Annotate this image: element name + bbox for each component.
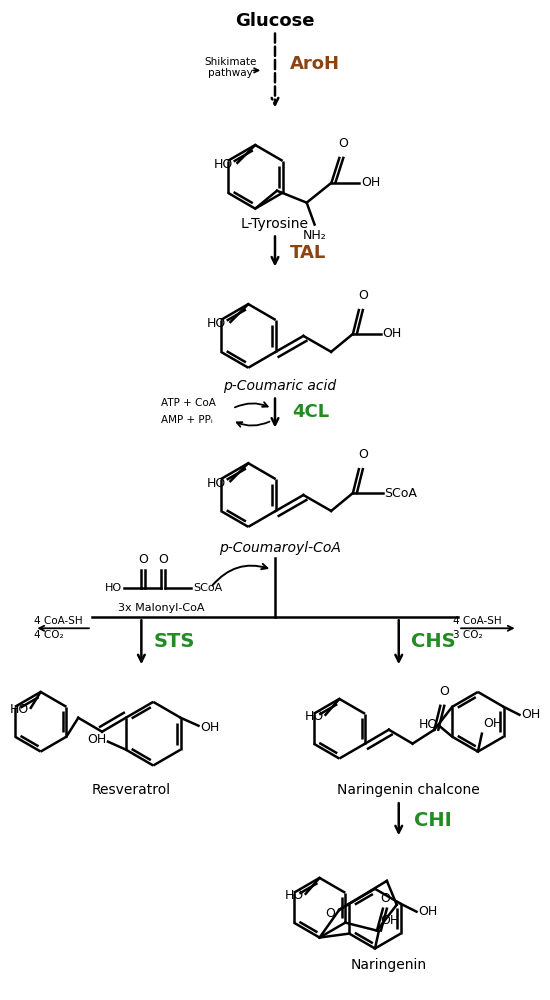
Text: NH₂: NH₂: [302, 229, 327, 242]
Text: O: O: [358, 448, 368, 461]
Text: Glucose: Glucose: [235, 12, 315, 30]
Text: Naringenin chalcone: Naringenin chalcone: [337, 783, 480, 797]
Text: O: O: [338, 137, 348, 150]
Text: AroH: AroH: [290, 55, 340, 73]
Text: ATP + CoA: ATP + CoA: [161, 398, 216, 408]
Text: STS: STS: [153, 632, 195, 651]
Text: OH: OH: [87, 733, 106, 746]
Text: OH: OH: [419, 905, 438, 918]
Text: OH: OH: [380, 914, 399, 927]
Text: 4 CoA-SH: 4 CoA-SH: [453, 616, 502, 626]
Text: OH: OH: [383, 327, 402, 340]
Text: O: O: [326, 907, 336, 920]
Text: O: O: [139, 553, 148, 566]
Text: Resveratrol: Resveratrol: [92, 783, 171, 797]
Text: 3x Malonyl-CoA: 3x Malonyl-CoA: [118, 603, 205, 613]
Text: Shikimate
pathway: Shikimate pathway: [204, 57, 257, 78]
Text: OH: OH: [483, 717, 502, 730]
Text: CHI: CHI: [414, 811, 452, 830]
Text: SCoA: SCoA: [193, 583, 222, 593]
Text: p-Coumaric acid: p-Coumaric acid: [223, 379, 337, 393]
Text: OH: OH: [521, 708, 541, 721]
Text: HO: HO: [207, 477, 227, 490]
Text: OH: OH: [200, 721, 219, 734]
Text: SCoA: SCoA: [384, 487, 417, 500]
Text: L-Tyrosine: L-Tyrosine: [241, 217, 309, 231]
Text: HO: HO: [214, 158, 233, 171]
Text: HO: HO: [9, 703, 29, 716]
Text: HO: HO: [419, 718, 438, 731]
Text: p-Coumaroyl-CoA: p-Coumaroyl-CoA: [219, 541, 341, 555]
Text: HO: HO: [104, 583, 122, 593]
Text: 4CL: 4CL: [292, 403, 329, 421]
Text: HO: HO: [284, 889, 304, 902]
Text: O: O: [358, 289, 368, 302]
Text: O: O: [158, 553, 168, 566]
Text: CHS: CHS: [411, 632, 455, 651]
Text: AMP + PPᵢ: AMP + PPᵢ: [161, 415, 213, 425]
Text: HO: HO: [207, 317, 227, 330]
Text: 3 CO₂: 3 CO₂: [453, 630, 483, 640]
Text: O: O: [380, 892, 390, 905]
Text: OH: OH: [361, 176, 381, 189]
Text: TAL: TAL: [290, 244, 326, 262]
Text: Naringenin: Naringenin: [351, 958, 427, 972]
Text: HO: HO: [304, 710, 323, 723]
Text: 4 CO₂: 4 CO₂: [35, 630, 64, 640]
Text: 4 CoA-SH: 4 CoA-SH: [35, 616, 83, 626]
Text: O: O: [439, 685, 449, 698]
